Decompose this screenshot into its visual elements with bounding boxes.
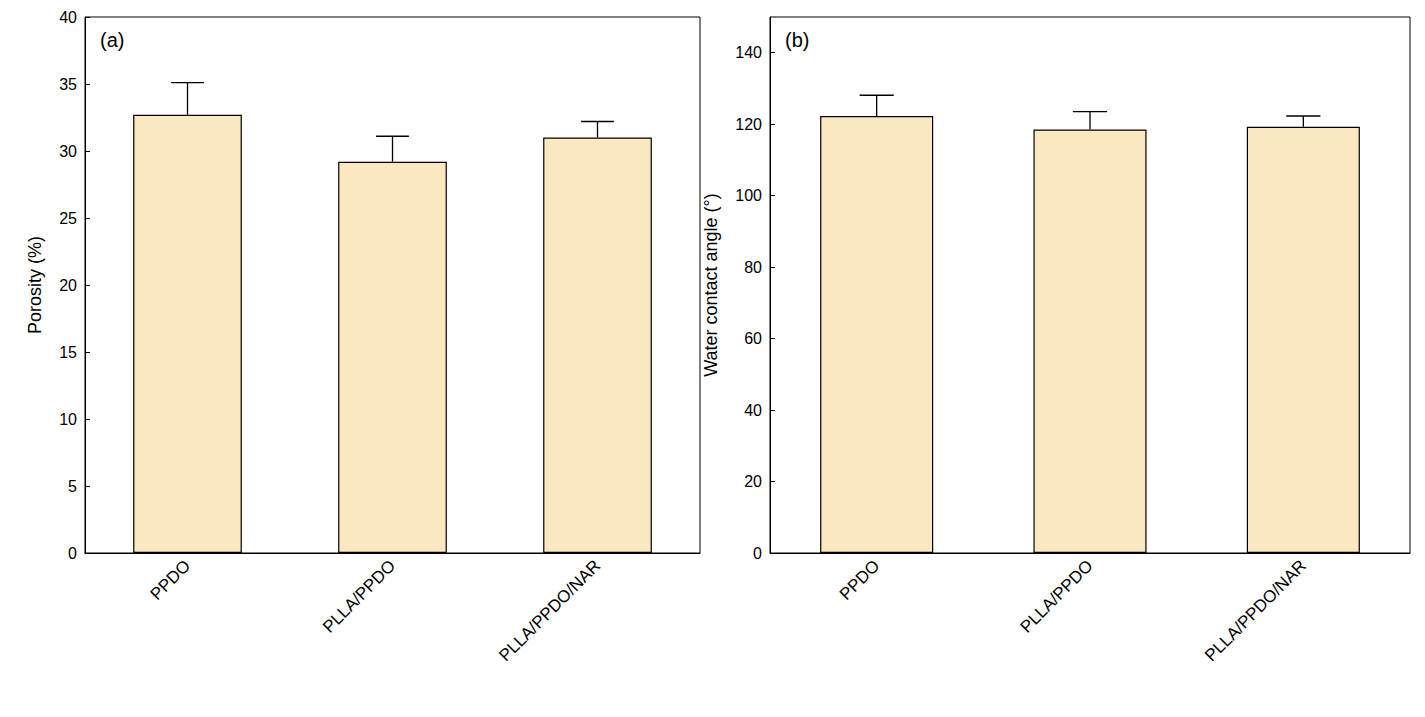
svg-text:10: 10: [59, 411, 77, 428]
svg-text:140: 140: [735, 44, 762, 61]
svg-text:5: 5: [68, 478, 77, 495]
svg-text:20: 20: [744, 473, 762, 490]
svg-text:20: 20: [59, 277, 77, 294]
svg-text:120: 120: [735, 116, 762, 133]
svg-text:(b): (b): [785, 29, 809, 51]
svg-text:(a): (a): [100, 29, 124, 51]
svg-text:40: 40: [744, 402, 762, 419]
svg-text:PLLA/PPDO: PLLA/PPDO: [1017, 556, 1097, 636]
svg-text:PLLA/PPDO/NAR: PLLA/PPDO/NAR: [495, 556, 604, 665]
svg-text:PLLA/PPDO/NAR: PLLA/PPDO/NAR: [1201, 556, 1310, 665]
svg-text:15: 15: [59, 344, 77, 361]
svg-text:60: 60: [744, 330, 762, 347]
svg-text:30: 30: [59, 143, 77, 160]
svg-text:35: 35: [59, 76, 77, 93]
svg-text:100: 100: [735, 187, 762, 204]
svg-text:25: 25: [59, 210, 77, 227]
svg-text:PLLA/PPDO: PLLA/PPDO: [319, 556, 399, 636]
svg-text:40: 40: [59, 9, 77, 26]
svg-text:PPDO: PPDO: [147, 556, 194, 603]
svg-text:Water contact angle (°): Water contact angle (°): [701, 193, 721, 377]
svg-text:Porosity (%): Porosity (%): [25, 236, 45, 334]
svg-text:0: 0: [68, 545, 77, 562]
svg-text:PPDO: PPDO: [836, 556, 883, 603]
svg-text:0: 0: [753, 545, 762, 562]
svg-text:80: 80: [744, 259, 762, 276]
